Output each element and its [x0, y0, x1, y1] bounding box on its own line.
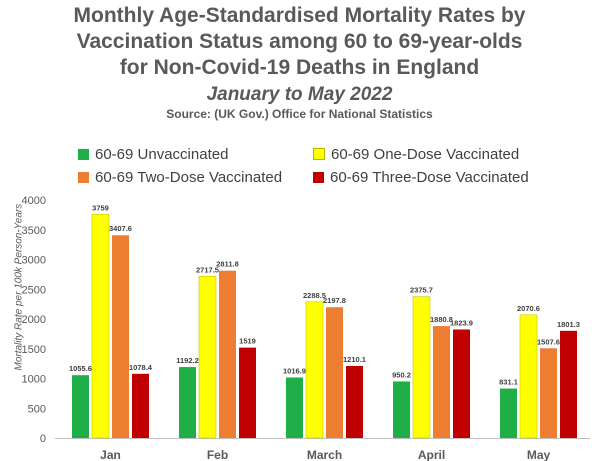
bar — [305, 301, 324, 439]
y-tick-label: 1000 — [22, 374, 46, 386]
bar — [393, 381, 410, 438]
x-tick-label: Feb — [207, 448, 228, 461]
bar — [346, 365, 363, 438]
x-tick-label: April — [418, 448, 445, 461]
data-label: 831.1 — [499, 378, 518, 387]
data-label: 1192.2 — [176, 356, 199, 365]
bar — [433, 326, 450, 438]
y-tick-label: 1500 — [22, 344, 46, 356]
bar — [326, 307, 343, 438]
bar — [219, 270, 236, 438]
y-tick-label: 3000 — [22, 255, 46, 267]
data-label: 1880.8 — [430, 315, 453, 324]
bar — [198, 276, 217, 439]
legend-item-three-dose: 60-69 Three-Dose Vaccinated — [313, 169, 529, 186]
y-tick-label: 3500 — [22, 225, 46, 237]
legend-item-unvaccinated: 60-69 Unvaccinated — [78, 146, 228, 163]
data-label: 3407.6 — [109, 224, 132, 233]
x-tick-label: Jan — [100, 448, 121, 461]
data-label: 1055.6 — [69, 364, 92, 373]
data-label: 2070.6 — [517, 304, 540, 313]
bar — [91, 214, 110, 439]
data-label: 2717.5 — [196, 265, 219, 274]
data-label: 3759 — [92, 203, 109, 212]
x-tick-label: May — [527, 448, 551, 461]
data-label: 1078.4 — [129, 363, 153, 372]
y-tick-label: 0 — [40, 433, 46, 445]
data-label: 2375.7 — [410, 286, 433, 295]
legend-swatch-unvaccinated — [78, 149, 89, 160]
legend-label-unvaccinated: 60-69 Unvaccinated — [95, 146, 229, 163]
bar — [239, 347, 256, 438]
chart-subtitle: January to May 2022 — [206, 84, 393, 105]
data-label: 1519 — [239, 337, 256, 346]
legend-label-three-dose: 60-69 Three-Dose Vaccinated — [330, 169, 529, 186]
data-label: 2811.8 — [216, 260, 239, 269]
bar — [112, 235, 129, 438]
y-tick-label: 2000 — [22, 314, 46, 326]
data-label: 950.2 — [392, 370, 411, 379]
bar — [179, 367, 196, 438]
legend-item-two-dose: 60-69 Two-Dose Vaccinated — [78, 169, 282, 186]
bar — [540, 348, 557, 438]
y-tick-label: 4000 — [22, 195, 46, 207]
bar — [560, 330, 577, 438]
legend-item-one-dose: 60-69 One-Dose Vaccinated — [313, 146, 519, 163]
chart-title-line-1: Monthly Age-Standardised Mortality Rates… — [73, 4, 526, 27]
legend-swatch-two-dose — [78, 172, 89, 183]
bar — [453, 329, 470, 438]
chart-title-line-2: Vaccination Status among 60 to 69-year-o… — [76, 30, 523, 53]
bar — [286, 377, 303, 438]
y-tick-label: 500 — [28, 403, 46, 415]
legend-swatch-one-dose — [313, 148, 325, 160]
bar — [500, 388, 517, 438]
data-label: 1823.9 — [450, 318, 473, 327]
data-label: 1801.3 — [557, 320, 580, 329]
data-label: 1210.1 — [343, 355, 366, 364]
bar — [519, 314, 538, 439]
legend-swatch-three-dose — [313, 172, 324, 183]
bar — [132, 373, 149, 438]
y-tick-label: 2500 — [22, 284, 46, 296]
chart-source: Source: (UK Gov.) Office for National St… — [166, 107, 433, 121]
bar — [72, 375, 89, 438]
data-label: 2197.8 — [323, 296, 346, 305]
data-label: 1016.9 — [283, 366, 306, 375]
chart-title-line-3: for Non-Covid-19 Deaths in England — [119, 56, 480, 79]
data-label: 1507.6 — [537, 337, 560, 346]
bar — [412, 296, 431, 439]
legend-label-one-dose: 60-69 One-Dose Vaccinated — [331, 146, 520, 163]
legend-label-two-dose: 60-69 Two-Dose Vaccinated — [95, 169, 283, 186]
data-label: 2288.5 — [303, 291, 326, 300]
x-tick-label: March — [307, 448, 342, 461]
